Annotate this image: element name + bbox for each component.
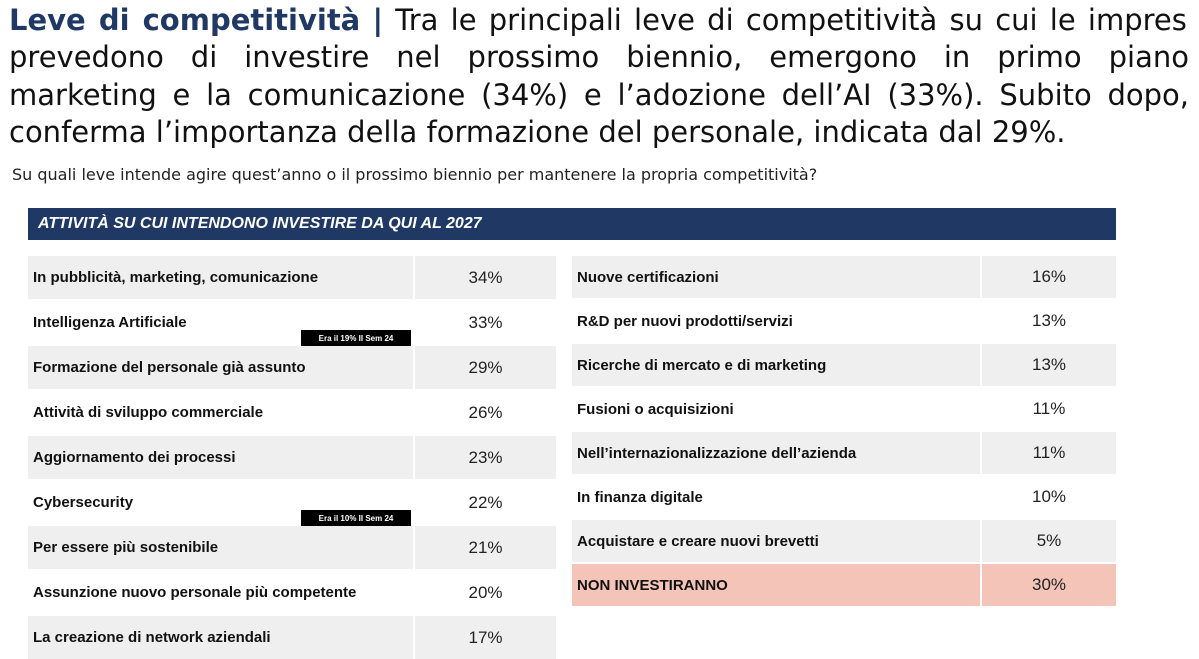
headline-title: Leve di competitività (9, 3, 361, 37)
row-label: Fusioni o acquisizioni (577, 400, 734, 418)
table-header: ATTIVITÀ SU CUI INTENDONO INVESTIRE DA Q… (28, 208, 1116, 240)
row-label: Aggiornamento dei processi (28, 436, 413, 479)
question: Su quali leve intende agire quest’anno o… (12, 165, 818, 184)
row-value: 16% (982, 256, 1116, 298)
row-value: 11% (1032, 399, 1066, 418)
row-value: 13% (1031, 311, 1067, 330)
row-label: Formazione del personale già assunto (28, 346, 413, 389)
row-label: R&D per nuovi prodotti/servizi (577, 312, 793, 330)
row-value: 26% (468, 402, 503, 422)
row-value: 10% (1031, 487, 1067, 506)
row-value: 21% (415, 526, 556, 569)
row-label: In pubblicità, marketing, comunicazione (28, 256, 413, 299)
row-label: Attività di sviluppo commerciale (33, 404, 264, 421)
row-value: 29% (415, 346, 556, 389)
row-label: Ricerche di mercato e di marketing (572, 344, 980, 386)
row-value: 20% (468, 582, 503, 602)
row-label: Per essere più sostenibile (28, 526, 413, 569)
row-value: 13% (982, 344, 1116, 386)
row-label: Acquistare e creare nuovi brevetti (572, 520, 980, 562)
row-label: Assunzione nuovo personale più competent… (33, 584, 357, 601)
row-label: Intelligenza Artificiale (33, 314, 187, 331)
row-value: 23% (415, 436, 556, 479)
row-value: 11% (982, 432, 1116, 474)
row-label: NON INVESTIRANNO (572, 564, 980, 606)
row-value: 30% (982, 564, 1116, 606)
note-badge: Era il 10% II Sem 24 (301, 510, 411, 528)
headline-line: marketing e la comunicazione (34%) e l’a… (9, 78, 1189, 112)
row-value: 22% (468, 492, 503, 512)
row-label: Nuove certificazioni (572, 256, 980, 298)
headline-line: conferma l’importanza della formazione d… (9, 115, 1066, 149)
row-value: 17% (415, 616, 556, 659)
separator: | (372, 3, 384, 37)
row-label: La creazione di network aziendali (28, 616, 413, 659)
row-value: 33% (468, 312, 503, 332)
row-label: Nell’internazionalizzazione dell’azienda (572, 432, 980, 474)
headline-line: Leve di competitività | Tra le principal… (9, 2, 1189, 39)
row-value: 5% (982, 520, 1116, 562)
row-value: 34% (415, 256, 556, 299)
row-label: In finanza digitale (577, 488, 703, 506)
note-badge: Era il 19% II Sem 24 (301, 330, 411, 348)
row-label: Cybersecurity (33, 494, 134, 511)
headline-line: prevedono di investire nel prossimo bien… (9, 40, 1189, 74)
headline-text: Tra le principali leve di competitività … (395, 3, 1187, 37)
